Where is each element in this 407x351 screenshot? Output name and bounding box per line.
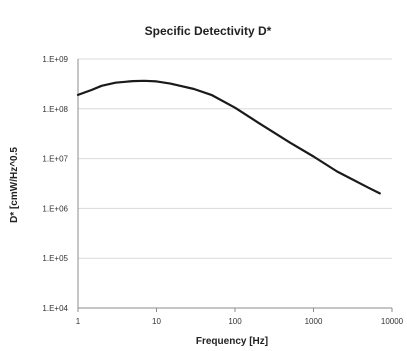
x-tick-label-0: 1: [76, 317, 81, 326]
x-axis-label: Frequency [Hz]: [196, 336, 268, 347]
y-tick-label-3: 1.E+07: [42, 155, 68, 164]
x-tick-label-3: 1000: [305, 317, 323, 326]
gridlines: [78, 58, 392, 259]
y-tick-label-5: 1.E+09: [42, 55, 68, 64]
plot-series: [76, 79, 381, 195]
y-tick-label-2: 1.E+06: [42, 204, 68, 213]
y-tick-labels: 1.E+04 1.E+05 1.E+06 1.E+07 1.E+08 1.E+09: [42, 55, 68, 313]
y-axis-label: D* [cmW/Hz^0.5: [9, 147, 20, 223]
chart-title: Specific Detectivity D*: [145, 24, 272, 38]
x-tick-label-4: 10000: [381, 317, 404, 326]
y-tick-label-0: 1.E+04: [42, 304, 68, 313]
x-tick-labels: 1 10 100 1000 10000: [76, 308, 404, 326]
axes: [77, 59, 392, 309]
x-tick-label-1: 10: [152, 317, 161, 326]
x-tick-label-2: 100: [228, 317, 242, 326]
y-tick-label-1: 1.E+05: [42, 254, 68, 263]
y-tick-label-4: 1.E+08: [42, 105, 68, 114]
series-line-0: [76, 79, 381, 195]
